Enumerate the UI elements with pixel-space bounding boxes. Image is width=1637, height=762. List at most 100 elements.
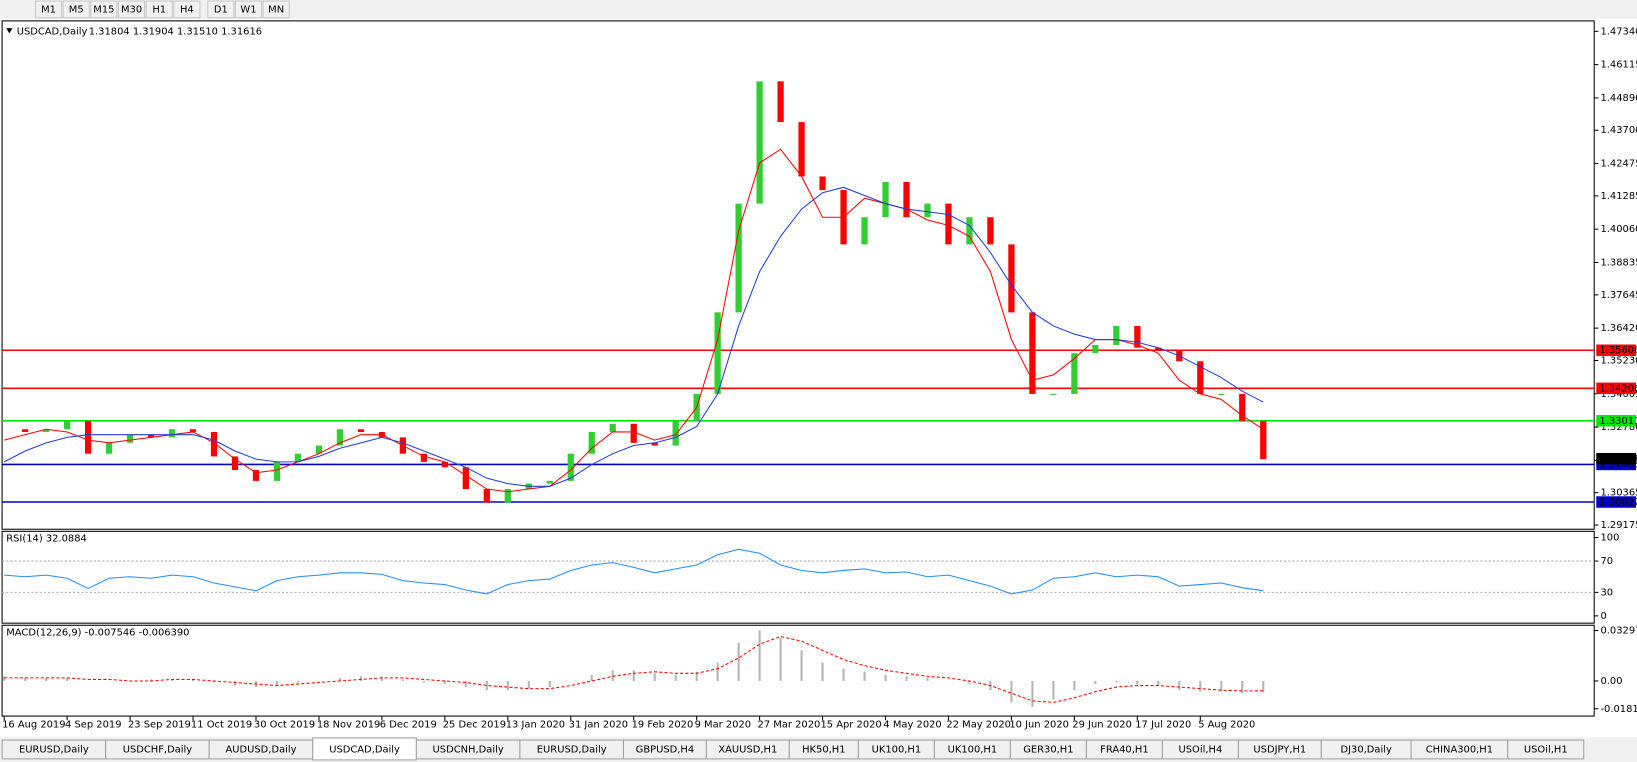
x-tick-label: 19 Feb 2020 xyxy=(632,719,694,730)
y-tick-label: 1.44890 xyxy=(1600,93,1637,104)
candle xyxy=(1113,325,1120,345)
signal-line xyxy=(4,636,1264,703)
timeframe-button[interactable] xyxy=(207,0,235,19)
y-tick-label: 1.38835 xyxy=(1600,257,1637,268)
y-tick-label: -0.018154 xyxy=(1600,704,1637,715)
level-label: 1.30022 xyxy=(1599,497,1637,508)
candle xyxy=(168,429,176,438)
x-tick-label: 13 Jan 2020 xyxy=(506,719,565,730)
candle xyxy=(315,445,323,454)
rsi-panel xyxy=(1,530,1595,624)
level-label: 1.35606 xyxy=(1599,345,1637,356)
candle xyxy=(567,453,574,481)
timeframe-button[interactable] xyxy=(145,0,173,19)
x-tick-label: 22 May 2020 xyxy=(946,719,1011,730)
timeframe-button[interactable] xyxy=(117,0,146,19)
y-tick-label: 1.40060 xyxy=(1600,224,1637,235)
moving-average xyxy=(4,148,1264,493)
x-tick-label: 31 Jan 2020 xyxy=(569,719,628,730)
x-tick-label: 29 Jun 2020 xyxy=(1072,719,1132,730)
level-tag xyxy=(1596,496,1636,508)
panel-arrow xyxy=(6,28,13,34)
y-tick-label: 1.32780 xyxy=(1600,422,1637,433)
tab-label: UK100,H1 xyxy=(872,744,922,755)
candle xyxy=(441,461,448,468)
tab-label: USOil,H4 xyxy=(1179,744,1223,755)
x-tick-label: 4 May 2020 xyxy=(883,719,941,730)
y-tick-label: 1.29175 xyxy=(1600,520,1637,531)
y-tick-label: 30 xyxy=(1600,587,1613,598)
candle xyxy=(1197,361,1204,394)
candle xyxy=(1239,393,1246,422)
y-tick-label: 1.42475 xyxy=(1600,159,1637,170)
y-tick-label: 70 xyxy=(1600,556,1613,567)
y-tick-label: 1.35230 xyxy=(1600,355,1637,366)
y-tick-label: 0.032972 xyxy=(1600,625,1637,636)
timeframe-label: D1 xyxy=(214,4,228,15)
y-tick-label: 1.37645 xyxy=(1600,290,1637,301)
y-tick-label: 1.43700 xyxy=(1600,125,1637,136)
tab-label: AUDUSD,Daily xyxy=(225,744,296,755)
y-tick-label: 1.36420 xyxy=(1600,323,1637,334)
tab[interactable] xyxy=(1507,739,1585,760)
timeframe-label: W1 xyxy=(240,4,256,15)
candle xyxy=(126,434,134,443)
tab-label: EURUSD,Daily xyxy=(537,744,607,755)
tab-label: USDCNH,Daily xyxy=(433,744,504,755)
timeframe-button[interactable] xyxy=(62,0,90,19)
timeframe-button[interactable] xyxy=(234,0,263,19)
timeframe-button[interactable] xyxy=(173,0,201,19)
macd-title: MACD(12,26,9) -0.007546 -0.006390 xyxy=(6,628,189,639)
candle xyxy=(1218,393,1225,395)
candle xyxy=(1008,244,1015,313)
chart-title: USDCAD,Daily xyxy=(17,26,88,37)
candle xyxy=(147,434,155,438)
candle xyxy=(924,203,931,218)
timeframe-button[interactable] xyxy=(34,0,63,19)
candle xyxy=(294,453,302,462)
y-tick-label: 0.00 xyxy=(1600,676,1622,687)
candle xyxy=(903,181,910,218)
y-tick-label: 1.30365 xyxy=(1600,488,1637,499)
x-tick-label: 16 Aug 2019 xyxy=(2,719,65,730)
last-price-label: 1.31616 xyxy=(1599,454,1637,465)
candle xyxy=(987,217,994,245)
timeframe-button[interactable] xyxy=(90,0,118,19)
candle xyxy=(63,421,71,430)
candle xyxy=(588,431,595,454)
x-tick-label: 15 Apr 2020 xyxy=(820,719,881,730)
rsi-title: RSI(14) 32.0884 xyxy=(6,534,87,545)
y-tick-label: 0 xyxy=(1600,611,1606,622)
level-tag xyxy=(1596,382,1636,395)
candle xyxy=(1029,312,1036,394)
candle xyxy=(273,461,281,481)
candle xyxy=(420,453,427,462)
timeframe-label: M1 xyxy=(41,4,56,15)
chart-ohlc: 1.31804 1.31904 1.31510 1.31616 xyxy=(89,26,262,37)
candle xyxy=(735,203,742,313)
level-tag xyxy=(1596,344,1636,356)
tab-label: XAUUSD,H1 xyxy=(718,744,777,755)
x-tick-label: 5 Aug 2020 xyxy=(1198,719,1255,730)
x-tick-label: 17 Jul 2020 xyxy=(1135,719,1191,730)
timeframe-label: M30 xyxy=(121,4,142,15)
y-tick-label: 1.41285 xyxy=(1600,191,1637,202)
candle xyxy=(672,421,679,446)
indicator-line xyxy=(4,548,1264,595)
candle xyxy=(43,429,50,432)
candle xyxy=(22,429,29,432)
candle xyxy=(336,429,344,446)
timeframe-button[interactable] xyxy=(262,0,290,19)
x-tick-label: 30 Oct 2019 xyxy=(254,719,315,730)
x-tick-label: 4 Sep 2019 xyxy=(65,719,121,730)
candle xyxy=(798,122,805,177)
tab-label: UK100,H1 xyxy=(948,744,998,755)
candle xyxy=(483,489,490,503)
candle xyxy=(1134,325,1141,348)
timeframe-label: M15 xyxy=(93,4,114,15)
timeframe-label: M5 xyxy=(69,4,84,15)
y-tick-label: 1.47340 xyxy=(1600,26,1637,37)
y-tick-label: 100 xyxy=(1600,533,1619,544)
x-tick-label: 23 Sep 2019 xyxy=(128,719,191,730)
